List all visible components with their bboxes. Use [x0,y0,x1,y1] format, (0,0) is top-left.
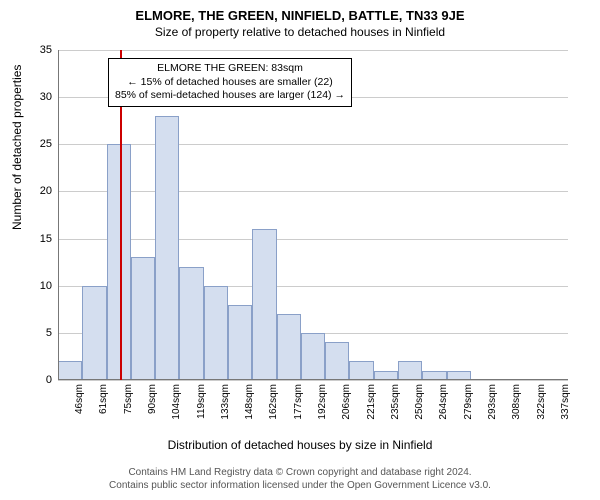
y-axis [58,50,59,380]
annotation-line-1: ELMORE THE GREEN: 83sqm [115,62,345,76]
chart-title: ELMORE, THE GREEN, NINFIELD, BATTLE, TN3… [0,0,600,23]
xtick-label: 279sqm [463,384,474,420]
bar [228,305,252,380]
annotation-line-3: 85% of semi-detached houses are larger (… [115,89,345,103]
bar [301,333,325,380]
bar [107,144,131,380]
x-axis-label: Distribution of detached houses by size … [0,438,600,452]
chart-subtitle: Size of property relative to detached ho… [0,23,600,39]
grid-line [58,144,568,145]
chart-area: 0510152025303546sqm61sqm75sqm90sqm104sqm… [58,50,568,380]
xtick-label: 206sqm [341,384,352,420]
bar [277,314,301,380]
ytick-label: 5 [46,327,58,339]
ytick-label: 15 [40,233,58,245]
grid-line [58,380,568,381]
xtick-label: 308sqm [511,384,522,420]
footer-line-2: Contains public sector information licen… [0,479,600,492]
grid-line [58,191,568,192]
xtick-label: 235sqm [390,384,401,420]
bar [82,286,106,380]
xtick-label: 162sqm [268,384,279,420]
annotation-box: ELMORE THE GREEN: 83sqm← 15% of detached… [108,58,352,107]
bar [325,342,349,380]
xtick-label: 221sqm [366,384,377,420]
xtick-label: 337sqm [560,384,571,420]
xtick-label: 322sqm [536,384,547,420]
xtick-label: 250sqm [414,384,425,420]
xtick-label: 133sqm [220,384,231,420]
ytick-label: 25 [40,138,58,150]
x-axis [58,379,568,380]
annotation-line-2: ← 15% of detached houses are smaller (22… [115,76,345,90]
ytick-label: 30 [40,91,58,103]
y-axis-label: Number of detached properties [10,65,24,230]
xtick-label: 177sqm [293,384,304,420]
xtick-label: 104sqm [171,384,182,420]
xtick-label: 46sqm [74,384,85,414]
bar [204,286,228,380]
xtick-label: 264sqm [438,384,449,420]
xtick-label: 192sqm [317,384,328,420]
bar [398,361,422,380]
xtick-label: 75sqm [123,384,134,414]
xtick-label: 61sqm [98,384,109,414]
xtick-label: 293sqm [487,384,498,420]
ytick-label: 35 [40,44,58,56]
ytick-label: 10 [40,280,58,292]
bar [58,361,82,380]
ytick-label: 0 [46,374,58,386]
xtick-label: 119sqm [196,384,207,419]
bar [349,361,373,380]
footer: Contains HM Land Registry data © Crown c… [0,466,600,492]
grid-line [58,239,568,240]
bar [131,257,155,380]
grid-line [58,50,568,51]
bar [179,267,203,380]
xtick-label: 90sqm [147,384,158,414]
bar [155,116,179,380]
footer-line-1: Contains HM Land Registry data © Crown c… [0,466,600,479]
xtick-label: 148sqm [244,384,255,420]
ytick-label: 20 [40,185,58,197]
bar [252,229,276,380]
